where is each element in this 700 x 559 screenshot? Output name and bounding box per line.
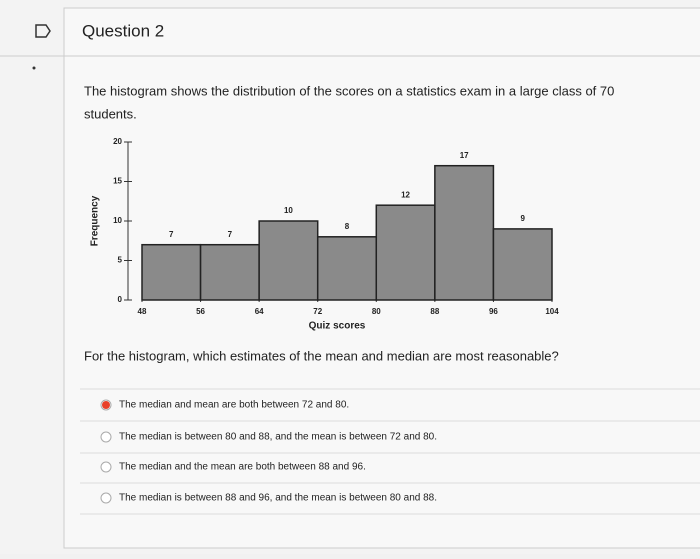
- option-text[interactable]: The median is between 88 and 96, and the…: [119, 493, 437, 504]
- x-tick-label: 80: [372, 307, 381, 316]
- data-label: 12: [401, 190, 410, 199]
- bar: [316, 236, 378, 301]
- y-tick-label: 20: [113, 137, 122, 146]
- radio-button[interactable]: [100, 461, 112, 473]
- y-tick-label: 10: [113, 216, 122, 225]
- x-tick-label: 96: [489, 307, 498, 316]
- question-text: For the histogram, which estimates of th…: [84, 348, 559, 363]
- prompt-line: The histogram shows the distribution of …: [84, 83, 614, 98]
- y-axis-label: Frequency: [90, 195, 101, 246]
- x-tick-label: 48: [138, 307, 147, 316]
- radio-selected[interactable]: [102, 401, 110, 409]
- prompt-line: students.: [84, 106, 137, 121]
- x-tick-label: 64: [255, 307, 264, 316]
- data-label: 17: [460, 151, 469, 160]
- data-label: 8: [345, 222, 350, 231]
- data-label: 7: [228, 230, 233, 239]
- options: The median and mean are both between 72 …: [80, 388, 700, 515]
- radio-button[interactable]: [100, 492, 112, 504]
- bar: [375, 204, 436, 301]
- bullet: [32, 66, 36, 70]
- x-tick-label: 104: [545, 307, 559, 316]
- x-tick-label: 72: [313, 307, 322, 316]
- y-tick-label: 0: [118, 295, 123, 304]
- histogram: 0 5 10 15 20 48 56 64 72 80 88 96 104 Quiz scores Freq…: [90, 137, 560, 332]
- bar: [141, 243, 202, 301]
- bar: [492, 228, 553, 301]
- bar: [258, 220, 319, 301]
- data-label: 9: [520, 214, 525, 223]
- y-tick-label: 5: [118, 256, 123, 265]
- x-tick-label: 56: [196, 307, 205, 316]
- question-title: Question 2: [82, 21, 164, 40]
- option-text[interactable]: The median and mean are both between 72 …: [119, 400, 349, 411]
- flag-icon[interactable]: [35, 24, 51, 38]
- data-label: 10: [284, 206, 293, 215]
- x-tick-label: 88: [430, 307, 439, 316]
- bar: [434, 164, 495, 301]
- y-tick-label: 15: [113, 177, 122, 186]
- x-axis-label: Quiz scores: [309, 321, 366, 332]
- radio-button[interactable]: [100, 431, 112, 443]
- option-text[interactable]: The median and the mean are both between…: [119, 462, 366, 473]
- option-text[interactable]: The median is between 80 and 88, and the…: [119, 432, 437, 443]
- bar: [199, 243, 260, 301]
- data-label: 7: [169, 230, 174, 239]
